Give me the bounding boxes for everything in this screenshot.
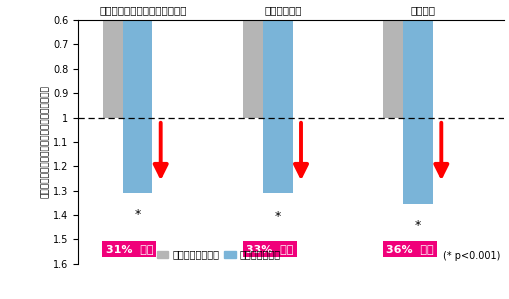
Bar (122, 20, 152, 193)
Legend: 保健指導非受診群, 保健指導受診群: 保健指導非受診群, 保健指導受診群 (153, 246, 284, 263)
Text: 36%  改善: 36% 改善 (385, 244, 433, 254)
Text: 31%  抑制: 31% 抑制 (105, 244, 153, 254)
Text: (* p<0.001): (* p<0.001) (442, 251, 499, 261)
Text: *: * (134, 208, 140, 221)
Text: 33%  改善: 33% 改善 (245, 244, 293, 254)
Bar (263, 20, 292, 193)
Text: 肥満改善: 肥満改善 (410, 5, 435, 15)
Bar (383, 20, 412, 118)
Bar (242, 20, 272, 118)
Bar (102, 20, 132, 118)
Text: メタボリックシンドローム抑制: メタボリックシンドローム抑制 (99, 5, 186, 15)
Y-axis label: メタボ抑制・肥満改嚄に対する調整後オッズ比: メタボ抑制・肥満改嚄に対する調整後オッズ比 (41, 86, 50, 198)
Text: *: * (414, 219, 420, 231)
Bar (403, 20, 432, 204)
Text: *: * (274, 210, 280, 223)
Text: 腹部肥満改善: 腹部肥満改善 (264, 5, 301, 15)
